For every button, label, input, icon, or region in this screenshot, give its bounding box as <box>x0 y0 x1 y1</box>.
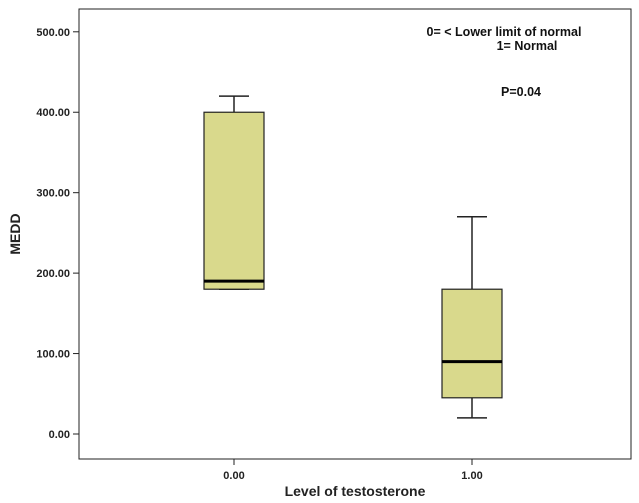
y-tick-label: 100.00 <box>36 349 70 361</box>
x-tick-label: 0.00 <box>223 470 244 482</box>
plot-frame <box>78 8 632 460</box>
y-axis-title: MEDD <box>7 213 23 254</box>
box-series <box>203 95 503 419</box>
y-tick-label: 500.00 <box>36 27 70 39</box>
box-group <box>441 216 503 419</box>
x-axis-title: Level of testosterone <box>285 483 426 499</box>
legend-note-line-2: 1= Normal <box>497 39 558 53</box>
legend-note-line-1: 0= < Lower limit of normal <box>427 25 582 39</box>
x-tick-label: 1.00 <box>461 470 482 482</box>
y-axis: 0.00 100.00 200.00 300.00 400.00 500.00 <box>36 27 79 441</box>
y-tick-label: 200.00 <box>36 268 70 280</box>
x-axis: 0.00 1.00 <box>223 459 483 482</box>
box <box>441 288 503 399</box>
box <box>203 111 265 290</box>
p-value-annotation: P=0.04 <box>501 85 541 99</box>
y-tick-label: 0.00 <box>49 429 70 441</box>
box-group <box>203 95 265 290</box>
y-tick-label: 400.00 <box>36 107 70 119</box>
y-tick-label: 300.00 <box>36 188 70 200</box>
